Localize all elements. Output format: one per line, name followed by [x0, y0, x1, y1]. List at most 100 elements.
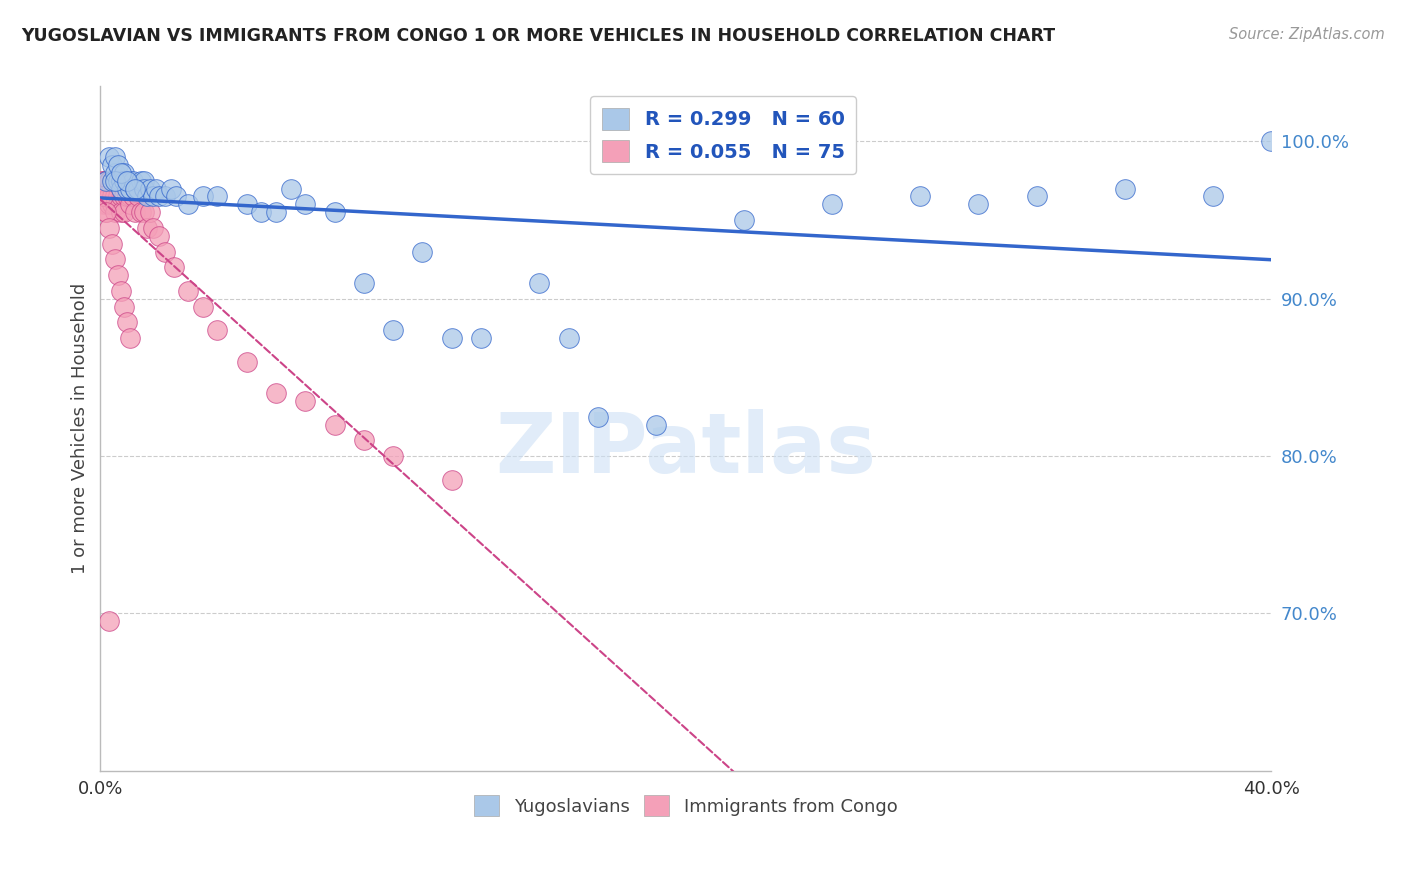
Point	[118, 181, 141, 195]
Point	[470, 331, 492, 345]
Point	[115, 181, 138, 195]
Point	[112, 174, 135, 188]
Point	[112, 205, 135, 219]
Point	[104, 181, 127, 195]
Point	[440, 473, 463, 487]
Point	[101, 158, 124, 172]
Point	[280, 181, 302, 195]
Point	[134, 174, 156, 188]
Point	[127, 181, 149, 195]
Point	[104, 197, 127, 211]
Point	[134, 181, 156, 195]
Point	[162, 260, 184, 275]
Point	[98, 221, 121, 235]
Point	[112, 189, 135, 203]
Point	[250, 205, 273, 219]
Point	[101, 236, 124, 251]
Point	[159, 181, 181, 195]
Text: ZIPatlas: ZIPatlas	[495, 409, 876, 490]
Point	[96, 197, 118, 211]
Point	[98, 197, 121, 211]
Point	[110, 189, 132, 203]
Point	[112, 166, 135, 180]
Point	[323, 205, 346, 219]
Point	[96, 174, 118, 188]
Point	[121, 189, 143, 203]
Point	[557, 331, 579, 345]
Point	[353, 276, 375, 290]
Point	[1260, 135, 1282, 149]
Point	[145, 181, 167, 195]
Point	[110, 174, 132, 188]
Point	[121, 174, 143, 188]
Point	[124, 205, 146, 219]
Point	[112, 181, 135, 195]
Point	[96, 189, 118, 203]
Point	[264, 205, 287, 219]
Point	[139, 205, 162, 219]
Point	[136, 221, 159, 235]
Point	[191, 300, 214, 314]
Point	[91, 174, 114, 188]
Point	[645, 417, 668, 432]
Point	[118, 197, 141, 211]
Point	[142, 189, 165, 203]
Point	[107, 158, 129, 172]
Text: Source: ZipAtlas.com: Source: ZipAtlas.com	[1229, 27, 1385, 42]
Point	[1026, 189, 1049, 203]
Point	[91, 174, 114, 188]
Point	[104, 174, 127, 188]
Point	[440, 331, 463, 345]
Point	[118, 181, 141, 195]
Point	[98, 174, 121, 188]
Point	[118, 189, 141, 203]
Point	[115, 174, 138, 188]
Point	[127, 189, 149, 203]
Point	[382, 323, 405, 337]
Point	[110, 205, 132, 219]
Point	[110, 181, 132, 195]
Point	[136, 189, 159, 203]
Point	[104, 252, 127, 267]
Point	[107, 268, 129, 282]
Point	[134, 205, 156, 219]
Point	[91, 189, 114, 203]
Point	[124, 181, 146, 195]
Point	[98, 174, 121, 188]
Y-axis label: 1 or more Vehicles in Household: 1 or more Vehicles in Household	[72, 283, 89, 574]
Point	[124, 181, 146, 195]
Point	[118, 174, 141, 188]
Point	[96, 174, 118, 188]
Point	[98, 189, 121, 203]
Point	[207, 323, 229, 337]
Point	[101, 174, 124, 188]
Point	[96, 174, 118, 188]
Legend: Yugoslavians, Immigrants from Congo: Yugoslavians, Immigrants from Congo	[467, 788, 904, 823]
Point	[264, 386, 287, 401]
Point	[165, 189, 187, 203]
Point	[110, 166, 132, 180]
Point	[104, 150, 127, 164]
Point	[294, 197, 316, 211]
Point	[586, 409, 609, 424]
Point	[107, 197, 129, 211]
Point	[107, 174, 129, 188]
Point	[148, 189, 170, 203]
Point	[98, 150, 121, 164]
Point	[96, 181, 118, 195]
Point	[142, 221, 165, 235]
Point	[177, 197, 200, 211]
Point	[294, 394, 316, 409]
Point	[96, 205, 118, 219]
Point	[101, 197, 124, 211]
Point	[148, 228, 170, 243]
Point	[118, 331, 141, 345]
Point	[112, 300, 135, 314]
Point	[96, 205, 118, 219]
Point	[323, 417, 346, 432]
Text: YUGOSLAVIAN VS IMMIGRANTS FROM CONGO 1 OR MORE VEHICLES IN HOUSEHOLD CORRELATION: YUGOSLAVIAN VS IMMIGRANTS FROM CONGO 1 O…	[21, 27, 1056, 45]
Point	[1114, 181, 1136, 195]
Point	[104, 174, 127, 188]
Point	[115, 189, 138, 203]
Point	[101, 174, 124, 188]
